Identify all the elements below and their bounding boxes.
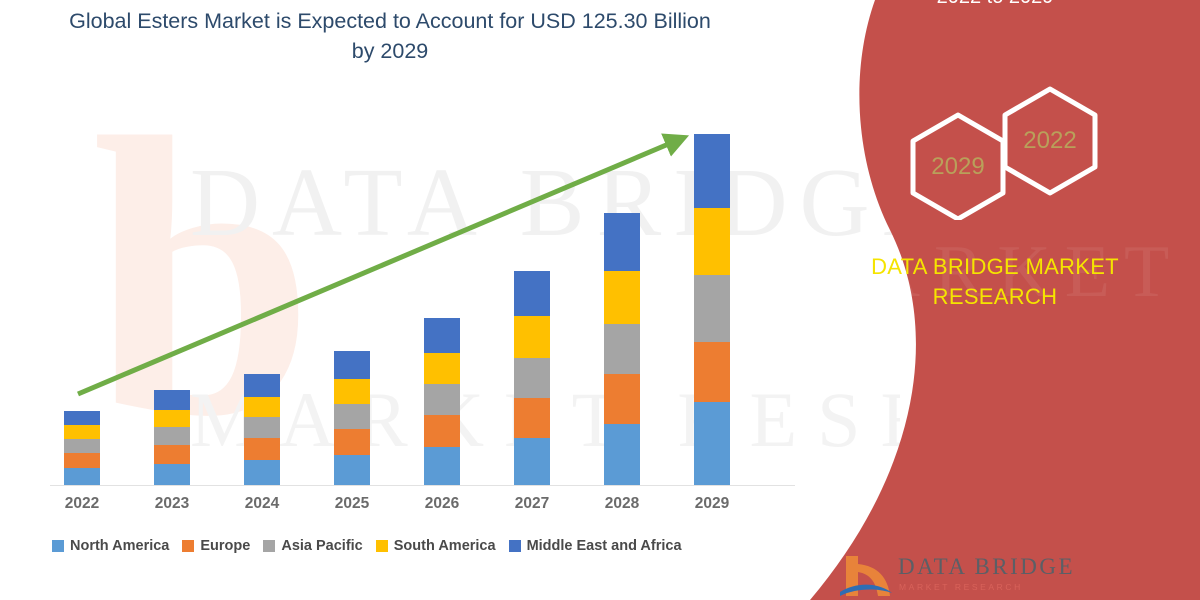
x-axis-labels: 2022 2023 2024 2025 2026 2027 2028 2029 <box>50 495 795 525</box>
legend-swatch-icon <box>182 540 195 552</box>
bar-segment <box>334 404 370 429</box>
x-axis-label-2024: 2024 <box>244 495 280 512</box>
bar-2025[interactable] <box>334 351 370 486</box>
legend-label: Asia Pacific <box>281 538 363 554</box>
legend-swatch-icon <box>508 540 521 552</box>
x-axis-label-2027: 2027 <box>514 495 550 512</box>
bar-2027[interactable] <box>514 271 550 486</box>
bar-segment <box>694 342 730 402</box>
chart-legend: North America Europe Asia Pacific South Ame… <box>52 538 682 554</box>
x-axis-label-2028: 2028 <box>604 495 640 512</box>
bar-2024[interactable] <box>244 374 280 486</box>
red-side-panel <box>810 0 1200 600</box>
bar-segment <box>64 425 100 439</box>
legend-swatch-icon <box>375 540 388 552</box>
x-axis-label-2022: 2022 <box>64 495 100 512</box>
bar-segment <box>64 439 100 453</box>
bar-segment <box>154 445 190 464</box>
bar-segment <box>64 453 100 468</box>
chart-title: Global Esters Market is Expected to Acco… <box>69 9 711 63</box>
hexagon-badges: 2022 2029 <box>900 85 1130 222</box>
bar-segment <box>244 374 280 397</box>
hexagon-2029-shape <box>910 112 1006 222</box>
bar-segment <box>694 275 730 342</box>
cagr-period-text: 2022 to 2029 <box>790 0 1200 10</box>
brand-name: DATA BRIDGE MARKET RESEARCH <box>795 252 1195 312</box>
x-axis-label-2025: 2025 <box>334 495 370 512</box>
logo-wordmark: DATA BRIDGE <box>898 554 1076 579</box>
bar-segment <box>424 318 460 353</box>
red-panel-watermark: MARKET <box>786 231 1184 313</box>
bar-2022[interactable] <box>64 411 100 486</box>
brand-line-2: RESEARCH <box>932 284 1058 309</box>
red-panel-content: MARKET 2022 to 2029 2022 2029 DATA BRIDG… <box>770 0 1200 600</box>
legend-swatch-icon <box>52 540 64 552</box>
stacked-bar-plot <box>50 110 790 486</box>
bar-segment <box>154 427 190 445</box>
bar-2023[interactable] <box>154 390 190 486</box>
x-axis-line <box>50 485 795 486</box>
data-bridge-logo: DATA BRIDGE MARKET RESEARCH <box>838 552 1168 600</box>
bar-segment <box>244 417 280 438</box>
x-axis-label-2026: 2026 <box>424 495 460 512</box>
brand-line-1: DATA BRIDGE MARKET <box>871 254 1119 279</box>
bar-segment <box>604 213 640 271</box>
legend-label: South America <box>393 538 496 554</box>
x-axis-label-2029: 2029 <box>694 495 730 512</box>
x-axis-label-2023: 2023 <box>154 495 190 512</box>
bar-segment <box>244 438 280 460</box>
bar-segment <box>424 353 460 384</box>
hexagon-label-2029: 2029 <box>931 153 985 180</box>
bar-segment <box>694 402 730 486</box>
bar-segment <box>154 410 190 427</box>
bar-2026[interactable] <box>424 318 460 486</box>
bar-segment <box>334 455 370 486</box>
legend-label: Europe <box>200 538 251 554</box>
legend-item[interactable]: Middle East and Africa <box>508 538 682 554</box>
bar-segment <box>514 438 550 486</box>
legend-item[interactable]: Europe <box>182 538 250 554</box>
bar-segment <box>514 316 550 358</box>
bar-segment <box>64 411 100 425</box>
bar-segment <box>424 384 460 415</box>
legend-item[interactable]: Asia Pacific <box>263 538 363 554</box>
logo-tagline: MARKET RESEARCH <box>899 582 1023 592</box>
hexagon-label-2022: 2022 <box>1023 127 1077 154</box>
bar-segment <box>424 447 460 486</box>
bar-segment <box>334 429 370 455</box>
legend-label: North America <box>70 538 170 554</box>
chart-panel: b DATA BRIDGE MARKET RESEARCH Global Est… <box>50 9 900 554</box>
bar-segment <box>154 390 190 410</box>
bar-segment <box>604 271 640 324</box>
bar-segment <box>694 208 730 275</box>
bar-segment <box>604 374 640 424</box>
bar-segment <box>334 351 370 379</box>
bar-segment <box>424 415 460 447</box>
bar-segment <box>244 460 280 486</box>
bar-segment <box>694 134 730 208</box>
legend-label: Middle East and Africa <box>526 538 682 554</box>
bar-segment <box>514 398 550 438</box>
bar-segment <box>604 424 640 486</box>
bridge-mark-icon <box>840 556 892 596</box>
hexagon-2022-shape <box>1002 86 1098 196</box>
bar-segment <box>514 271 550 316</box>
bar-segment <box>244 397 280 417</box>
bar-segment <box>154 464 190 486</box>
legend-item[interactable]: North America <box>52 538 169 554</box>
bar-segment <box>514 358 550 398</box>
bar-segment <box>64 468 100 486</box>
legend-swatch-icon <box>263 540 276 552</box>
bar-segment <box>334 379 370 404</box>
bar-2028[interactable] <box>604 213 640 486</box>
bar-2029[interactable] <box>694 134 730 486</box>
legend-item[interactable]: South America <box>375 538 496 554</box>
bar-segment <box>604 324 640 374</box>
